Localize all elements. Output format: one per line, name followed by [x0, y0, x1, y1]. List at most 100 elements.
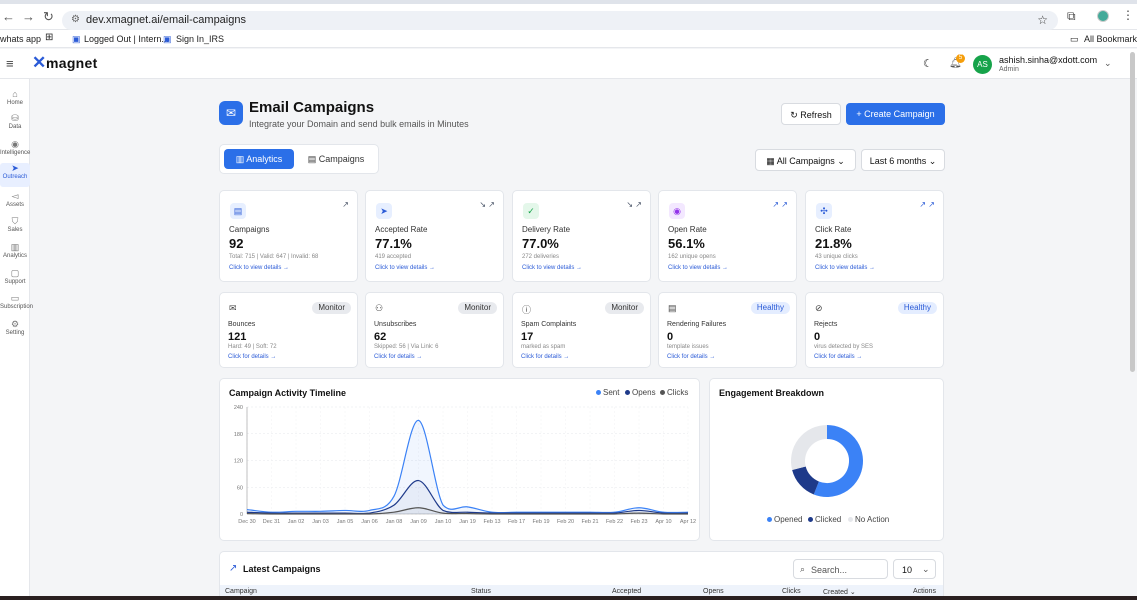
legend-opened[interactable]: Opened	[767, 515, 802, 524]
health-value: 0	[814, 331, 821, 343]
analytics-icon: ▥	[235, 154, 245, 164]
column-created-label: Created	[823, 589, 848, 596]
page-size-select[interactable]: 10 ⌄	[893, 559, 936, 579]
legend-sent[interactable]: Sent	[596, 388, 619, 397]
search-input[interactable]: ⌕ Search...	[793, 559, 888, 579]
sidebar-item-subscription[interactable]: ▭ Subscription	[0, 293, 34, 317]
chevron-down-icon[interactable]: ⌄	[1104, 58, 1112, 68]
column-accepted[interactable]: Accepted	[612, 588, 642, 595]
health-card-rejects[interactable]: ⊘ Healthy Rejects 0 virus detected by SE…	[805, 292, 944, 368]
column-opens[interactable]: Opens	[703, 588, 724, 595]
timeline-chart[interactable]: 0 60 120 180 240 Dec 30 Dec 31 Jan 02 Jan 03 Jan …	[220, 399, 701, 542]
sidebar-item-assets[interactable]: ◅ Assets	[0, 191, 30, 215]
external-link-icon[interactable]: ↗	[342, 200, 349, 209]
column-campaign[interactable]: Campaign	[225, 588, 257, 595]
hamburger-menu-icon[interactable]: ≡	[6, 56, 14, 71]
stat-sub: 162 unique opens	[668, 254, 716, 260]
trend-up-icon[interactable]: ↗ ↗	[919, 200, 935, 209]
bookmark-irs[interactable]: Sign In_IRS	[176, 34, 225, 44]
bookmark-logged-out[interactable]: Logged Out | Intern...	[84, 34, 169, 44]
sidebar-item-analytics[interactable]: ▥ Analytics	[0, 242, 30, 266]
sidebar-item-label: Subscription	[0, 304, 34, 310]
x-tick-label: Jan 02	[288, 519, 305, 525]
back-icon[interactable]: ←	[2, 9, 15, 24]
stat-card-click-rate[interactable]: ✣ ↗ ↗ Click Rate 21.8% 43 unique clicks …	[805, 190, 944, 282]
column-status[interactable]: Status	[471, 588, 491, 595]
forward-icon[interactable]: →	[22, 9, 35, 24]
trend-up-icon[interactable]: ↗ ↗	[772, 200, 788, 209]
health-card-rendering-failures[interactable]: ▤ Healthy Rendering Failures 0 template …	[658, 292, 797, 368]
logo-text[interactable]: magnet	[46, 55, 98, 71]
stat-details-link[interactable]: Click to view details →	[229, 265, 290, 271]
health-details-link[interactable]: Click for details →	[667, 354, 716, 360]
x-tick-label: Jan 06	[361, 519, 378, 525]
column-actions[interactable]: Actions	[913, 588, 936, 595]
extensions-icon[interactable]: ⧉	[1067, 9, 1076, 23]
stat-title: Delivery Rate	[522, 225, 571, 234]
legend-opens[interactable]: Opens	[625, 388, 656, 397]
stat-value: 77.1%	[375, 236, 412, 251]
all-bookmarks[interactable]: All Bookmarks	[1084, 34, 1137, 44]
sidebar-item-home[interactable]: ⌂ Home	[0, 89, 30, 113]
tab-campaigns[interactable]: ▤ Campaigns	[298, 149, 374, 169]
sidebar-item-label: Support	[4, 279, 26, 285]
tab-analytics[interactable]: ▥ Analytics	[224, 149, 294, 169]
stat-card-open-rate[interactable]: ◉ ↗ ↗ Open Rate 56.1% 162 unique opens C…	[658, 190, 797, 282]
address-bar[interactable]: ⚙ dev.xmagnet.ai/email-campaigns ☆	[62, 11, 1058, 30]
stat-sub: 43 unique clicks	[815, 254, 858, 260]
bell-icon[interactable]: 🔔︎	[949, 58, 962, 69]
sidebar-item-support[interactable]: ▢ Support	[0, 268, 30, 292]
legend-clicks[interactable]: Clicks	[660, 388, 688, 397]
status-badge: Healthy	[897, 302, 937, 314]
site-info-icon[interactable]: ⚙	[71, 14, 80, 25]
sidebar-item-label: Home	[6, 100, 23, 106]
campaign-filter-select[interactable]: ▦ All Campaigns ⌄	[755, 149, 856, 171]
menu-dots-icon[interactable]: ⋮	[1122, 8, 1134, 22]
dark-mode-toggle-icon[interactable]: ☾	[923, 58, 933, 70]
column-created[interactable]: Created ⌄	[823, 588, 856, 596]
health-details-link[interactable]: Click for details →	[228, 354, 277, 360]
sidebar-item-data[interactable]: ⛁ Data	[0, 113, 30, 137]
health-sub: marked as spam	[521, 344, 566, 350]
page-scrollbar[interactable]	[1130, 52, 1135, 372]
bookmark-star-icon[interactable]: ☆	[1037, 13, 1048, 27]
health-details-link[interactable]: Click for details →	[814, 354, 863, 360]
engagement-donut[interactable]	[787, 421, 867, 501]
stat-details-link[interactable]: Click to view details →	[522, 265, 583, 271]
home-icon: ⌂	[12, 89, 18, 99]
avatar[interactable]: AS	[973, 55, 992, 74]
health-card-spam-complaints[interactable]: ⓘ Monitor Spam Complaints 17 marked as s…	[512, 292, 651, 368]
apps-grid-icon[interactable]: ⊞	[45, 32, 54, 43]
sidebar-item-intelligence[interactable]: ◉ Intelligence	[0, 139, 30, 163]
reload-icon[interactable]: ↻	[43, 9, 54, 24]
legend-clicked[interactable]: Clicked	[808, 515, 841, 524]
health-details-link[interactable]: Click for details →	[374, 354, 423, 360]
stat-details-link[interactable]: Click to view details →	[375, 265, 436, 271]
bookmark-whatsapp[interactable]: whats app	[0, 34, 42, 44]
trend-down-icon[interactable]: ↘ ↗	[626, 200, 642, 209]
trend-down-icon[interactable]: ↘ ↗	[479, 200, 495, 209]
status-badge: Healthy	[750, 302, 790, 314]
health-details-link[interactable]: Click for details →	[521, 354, 570, 360]
profile-icon[interactable]	[1097, 10, 1109, 22]
stat-details-link[interactable]: Click to view details →	[668, 265, 729, 271]
column-clicks[interactable]: Clicks	[782, 588, 801, 595]
period-filter-select[interactable]: Last 6 months ⌄	[861, 149, 945, 171]
stat-details-link[interactable]: Click to view details →	[815, 265, 876, 271]
x-tick-label: Dec 31	[263, 519, 280, 525]
sidebar-item-outreach[interactable]: ➤ Outreach	[0, 163, 30, 187]
health-card-unsubscribes[interactable]: ⚇ Monitor Unsubscribes 62 Skipped: 56 | …	[365, 292, 504, 368]
health-card-bounces[interactable]: ✉ Monitor Bounces 121 Hard: 49 | Soft: 7…	[219, 292, 358, 368]
legend-no-action[interactable]: No Action	[848, 515, 889, 524]
sidebar-item-sales[interactable]: ⛉ Sales	[0, 216, 30, 240]
stat-card-accepted-rate[interactable]: ➤ ↘ ↗ Accepted Rate 77.1% 419 accepted C…	[365, 190, 504, 282]
check-circle-icon: ✓	[523, 203, 539, 219]
refresh-button[interactable]: ↻ Refresh	[781, 103, 841, 125]
stat-sub: Total: 715 | Valid: 647 | Invalid: 68	[229, 254, 319, 260]
sidebar-item-setting[interactable]: ⚙ Setting	[0, 319, 30, 343]
stat-card-campaigns[interactable]: ▤ ↗ Campaigns 92 Total: 715 | Valid: 647…	[219, 190, 358, 282]
health-sub: Hard: 49 | Soft: 72	[228, 344, 277, 350]
stat-title: Accepted Rate	[375, 225, 428, 234]
create-campaign-button[interactable]: + Create Campaign	[846, 103, 945, 125]
stat-card-delivery-rate[interactable]: ✓ ↘ ↗ Delivery Rate 77.0% 272 deliveries…	[512, 190, 651, 282]
